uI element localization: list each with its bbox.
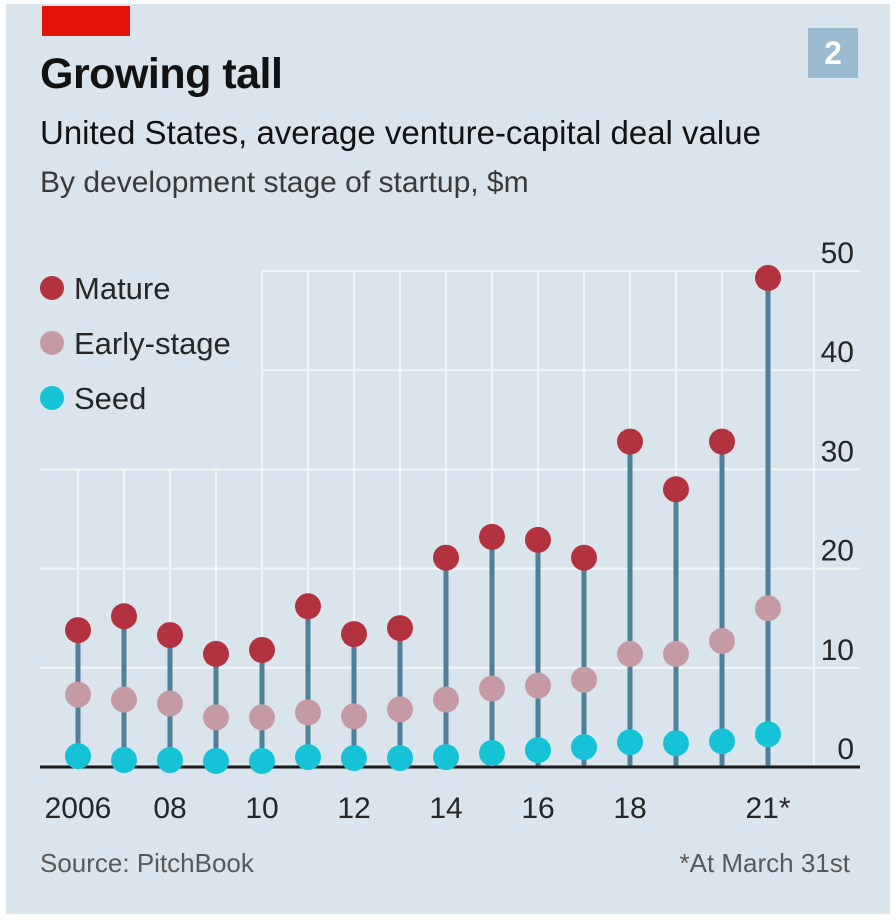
mature-point (157, 622, 183, 649)
mature-point (249, 636, 275, 663)
early-stage-point (387, 696, 413, 723)
early-stage-point (341, 703, 367, 730)
legend: Mature Early-stage Seed (40, 271, 231, 416)
x-tick-label: 2006 (45, 792, 112, 825)
mature-point (65, 617, 91, 644)
mature-point (433, 544, 459, 571)
early-stage-point (617, 640, 643, 667)
seed-point (203, 748, 229, 775)
early-stage-point (709, 628, 735, 655)
mature-point (111, 603, 137, 630)
legend-marker-mature (40, 276, 64, 300)
x-tick-label: 14 (429, 792, 462, 825)
seed-point (571, 734, 597, 761)
seed-point (295, 744, 321, 771)
early-stage-point (203, 704, 229, 731)
seed-point (111, 747, 137, 774)
x-tick-label: 12 (337, 792, 370, 825)
early-stage-point (755, 595, 781, 622)
early-stage-point (663, 640, 689, 667)
early-stage-point (65, 681, 91, 708)
legend-label-seed: Seed (74, 381, 146, 416)
seed-point (341, 745, 367, 772)
y-tick-label: 30 (821, 435, 854, 468)
legend-label-mature: Mature (74, 271, 170, 306)
seed-point (65, 743, 91, 770)
points-layer (65, 264, 781, 775)
mature-point (525, 526, 551, 553)
legend-marker-seed (40, 386, 64, 410)
seed-point (433, 744, 459, 771)
legend-marker-early-stage (40, 331, 64, 355)
early-stage-point (525, 672, 551, 699)
footnote: *At March 31st (679, 848, 850, 878)
early-stage-point (157, 690, 183, 717)
mature-point (709, 428, 735, 455)
mature-point (479, 523, 505, 550)
chart-subtitle: United States, average venture-capital d… (40, 114, 761, 151)
chart-unit-label: By development stage of startup, $m (40, 166, 529, 199)
y-tick-label: 10 (821, 634, 854, 667)
mature-point (755, 264, 781, 291)
early-stage-point (433, 686, 459, 713)
chart-title: Growing tall (40, 50, 283, 98)
seed-point (709, 728, 735, 755)
seed-point (157, 747, 183, 774)
brand-red-bar (42, 6, 130, 36)
early-stage-point (571, 666, 597, 693)
y-tick-label: 20 (821, 535, 854, 568)
x-tick-label: 18 (613, 792, 646, 825)
legend-label-early-stage: Early-stage (74, 326, 231, 361)
mature-point (387, 615, 413, 642)
seed-point (479, 740, 505, 767)
seed-point (249, 748, 275, 775)
x-tick-label: 08 (153, 792, 186, 825)
early-stage-point (295, 699, 321, 726)
seed-point (755, 721, 781, 748)
mature-point (295, 593, 321, 620)
mature-point (663, 476, 689, 503)
mature-point (203, 640, 229, 667)
y-tick-label: 40 (821, 336, 854, 369)
seed-point (525, 737, 551, 764)
seed-point (617, 729, 643, 756)
y-tick-label: 50 (821, 237, 854, 270)
y-tick-label: 0 (837, 733, 854, 766)
mature-point (341, 621, 367, 648)
early-stage-point (479, 675, 505, 702)
early-stage-point (249, 704, 275, 731)
mature-point (617, 428, 643, 455)
seed-point (387, 745, 413, 772)
x-tick-label: 10 (245, 792, 278, 825)
seed-point (663, 730, 689, 757)
early-stage-point (111, 686, 137, 713)
x-tick-label: 21* (745, 792, 790, 825)
x-tick-label: 16 (521, 792, 554, 825)
source-note: Source: PitchBook (40, 848, 254, 878)
mature-point (571, 544, 597, 571)
chart-number-badge: 2 (808, 28, 858, 78)
